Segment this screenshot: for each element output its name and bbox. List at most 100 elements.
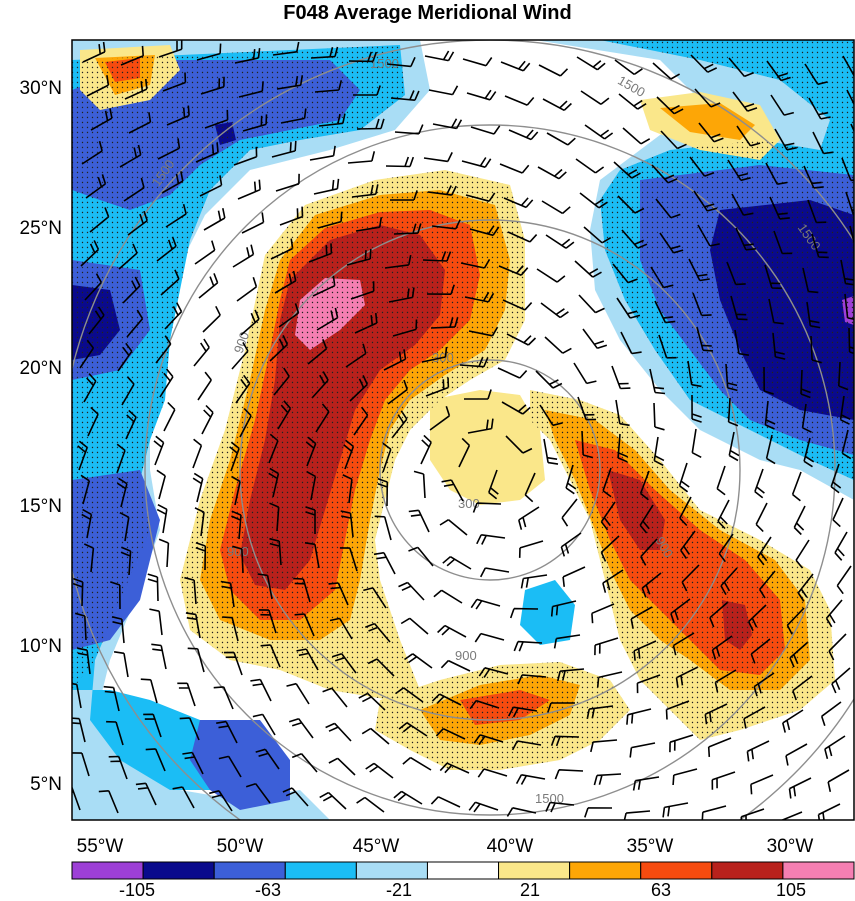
wind-barb bbox=[231, 341, 249, 370]
wind-barb bbox=[506, 807, 537, 817]
wind-barb bbox=[476, 534, 506, 545]
contour-label: 900 bbox=[227, 544, 249, 559]
wind-barb bbox=[242, 114, 268, 132]
wind-barb bbox=[730, 295, 748, 321]
wind-barb bbox=[750, 774, 774, 795]
wind-barb bbox=[113, 651, 129, 678]
wind-barb bbox=[586, 705, 614, 720]
wind-barb bbox=[728, 431, 740, 462]
wind-barb bbox=[517, 674, 547, 685]
wind-barb bbox=[622, 127, 651, 145]
wind-barb bbox=[203, 208, 226, 231]
wind-barb bbox=[317, 211, 343, 229]
wind-barb bbox=[765, 434, 776, 465]
wind-barb bbox=[709, 601, 729, 628]
wind-barb bbox=[384, 254, 412, 269]
wind-barb bbox=[711, 635, 733, 660]
wind-barb bbox=[743, 706, 766, 729]
wind-barb bbox=[156, 236, 177, 262]
wind-barb bbox=[270, 238, 294, 260]
wind-barb bbox=[600, 535, 620, 562]
wind-barb bbox=[508, 129, 539, 141]
wind-barb bbox=[159, 368, 174, 398]
wind-barb bbox=[348, 51, 378, 63]
wind-barb bbox=[800, 369, 811, 399]
stipple-south-band bbox=[375, 662, 630, 770]
wind-barb bbox=[313, 178, 340, 195]
wind-barb bbox=[694, 88, 721, 108]
wind-barb bbox=[691, 394, 702, 423]
wind-barb bbox=[717, 499, 730, 530]
wind-barb bbox=[689, 156, 715, 177]
wind-barb bbox=[820, 701, 842, 727]
wind-barb bbox=[83, 543, 95, 573]
wind-barb bbox=[680, 530, 696, 559]
wind-barb bbox=[356, 118, 385, 130]
wind-barb bbox=[458, 437, 471, 468]
wind-barb bbox=[351, 184, 379, 198]
wind-barb bbox=[579, 192, 608, 209]
wind-barb bbox=[632, 776, 660, 791]
wind-barb bbox=[466, 89, 497, 101]
wind-barb bbox=[151, 643, 167, 670]
wind-barb bbox=[209, 790, 233, 812]
wind-barb bbox=[276, 75, 304, 90]
wind-barb bbox=[342, 474, 353, 504]
wind-barb bbox=[193, 338, 210, 367]
wind-barb bbox=[353, 85, 381, 96]
wind-barb bbox=[580, 90, 610, 105]
wind-barb bbox=[788, 777, 812, 799]
wind-barb bbox=[89, 207, 110, 233]
wind-barb bbox=[200, 76, 225, 95]
wind-barb bbox=[500, 60, 531, 72]
wind-barb bbox=[550, 600, 577, 617]
wind-barb bbox=[793, 505, 806, 536]
wind-barb bbox=[502, 299, 533, 311]
wind-barb bbox=[166, 105, 190, 126]
wind-barb bbox=[720, 567, 738, 595]
wind-barb bbox=[753, 672, 775, 697]
wind-barb bbox=[294, 613, 315, 637]
wind-barb bbox=[316, 307, 339, 331]
wind-barb bbox=[651, 164, 678, 184]
wind-barb bbox=[157, 138, 181, 160]
wind-barb bbox=[257, 573, 273, 600]
wind-barb bbox=[630, 606, 653, 629]
wind-barb bbox=[848, 327, 854, 355]
wind-barb bbox=[827, 769, 850, 792]
wind-barb bbox=[349, 375, 369, 402]
wind-barb bbox=[785, 743, 808, 766]
wind-barb bbox=[126, 309, 144, 338]
wind-barb bbox=[786, 607, 805, 635]
wind-barb bbox=[110, 581, 121, 610]
wind-barb bbox=[153, 435, 165, 466]
wind-barb bbox=[629, 742, 656, 758]
wind-barb bbox=[120, 45, 144, 66]
wind-barb bbox=[387, 379, 408, 405]
wind-barb bbox=[218, 755, 242, 778]
wind-barb bbox=[413, 470, 426, 499]
wind-barb bbox=[308, 243, 333, 263]
wind-barb bbox=[346, 248, 372, 266]
wind-barb bbox=[322, 687, 348, 708]
wind-barb bbox=[408, 546, 434, 567]
yellow-region-inner bbox=[430, 390, 545, 505]
contour-label: 1500 bbox=[370, 56, 399, 71]
colorbar-tick-label: -21 bbox=[385, 880, 413, 900]
wind-barb bbox=[503, 197, 534, 209]
wind-barb bbox=[460, 258, 491, 269]
wind-barb bbox=[583, 226, 612, 244]
wind-barb bbox=[662, 802, 689, 818]
wind-barb bbox=[393, 790, 423, 805]
wind-barb bbox=[772, 332, 786, 360]
wind-barb bbox=[82, 41, 106, 63]
wind-barb bbox=[395, 687, 424, 703]
colorbar-swatch bbox=[426, 861, 500, 880]
wind-barb bbox=[791, 471, 802, 502]
wind-barb bbox=[660, 130, 687, 150]
lat-label-10n: 10°N bbox=[19, 636, 62, 657]
wind-barb bbox=[117, 342, 133, 372]
wind-barb bbox=[542, 98, 572, 112]
wind-barb bbox=[836, 565, 852, 595]
wind-barb bbox=[602, 467, 612, 498]
